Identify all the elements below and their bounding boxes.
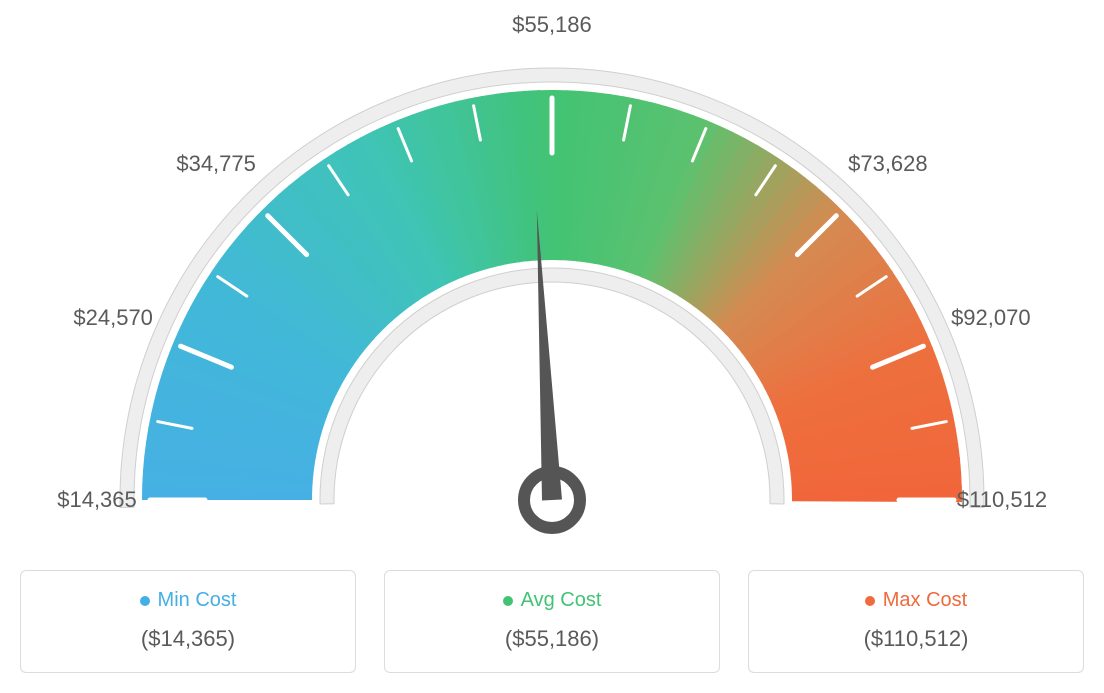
legend-title: Min Cost bbox=[140, 589, 237, 612]
gauge-tick-label: $34,775 bbox=[176, 151, 256, 177]
legend-dot-icon bbox=[140, 596, 150, 606]
legend-title-text: Min Cost bbox=[158, 589, 237, 612]
gauge-tick-label: $73,628 bbox=[848, 151, 928, 177]
gauge-svg bbox=[20, 20, 1084, 560]
legend-dot-icon bbox=[503, 596, 513, 606]
legend-title: Avg Cost bbox=[503, 589, 602, 612]
legend-value: ($55,186) bbox=[505, 626, 599, 652]
legend-title-text: Avg Cost bbox=[521, 589, 602, 612]
legend-value: ($14,365) bbox=[141, 626, 235, 652]
gauge-chart: $14,365$24,570$34,775$55,186$73,628$92,0… bbox=[20, 20, 1084, 560]
legend-title: Max Cost bbox=[865, 589, 967, 612]
legend-row: Min Cost ($14,365) Avg Cost ($55,186) Max Co… bbox=[20, 570, 1084, 673]
gauge-tick-label: $14,365 bbox=[57, 487, 137, 513]
gauge-tick-label: $92,070 bbox=[951, 305, 1031, 331]
legend-value: ($110,512) bbox=[864, 626, 969, 652]
gauge-tick-label: $24,570 bbox=[73, 305, 153, 331]
legend-title-text: Max Cost bbox=[883, 589, 967, 612]
gauge-tick-label: $55,186 bbox=[512, 12, 592, 38]
legend-card-avg: Avg Cost ($55,186) bbox=[384, 570, 720, 673]
legend-card-max: Max Cost ($110,512) bbox=[748, 570, 1084, 673]
legend-card-min: Min Cost ($14,365) bbox=[20, 570, 356, 673]
gauge-tick-label: $110,512 bbox=[957, 487, 1047, 513]
legend-dot-icon bbox=[865, 596, 875, 606]
